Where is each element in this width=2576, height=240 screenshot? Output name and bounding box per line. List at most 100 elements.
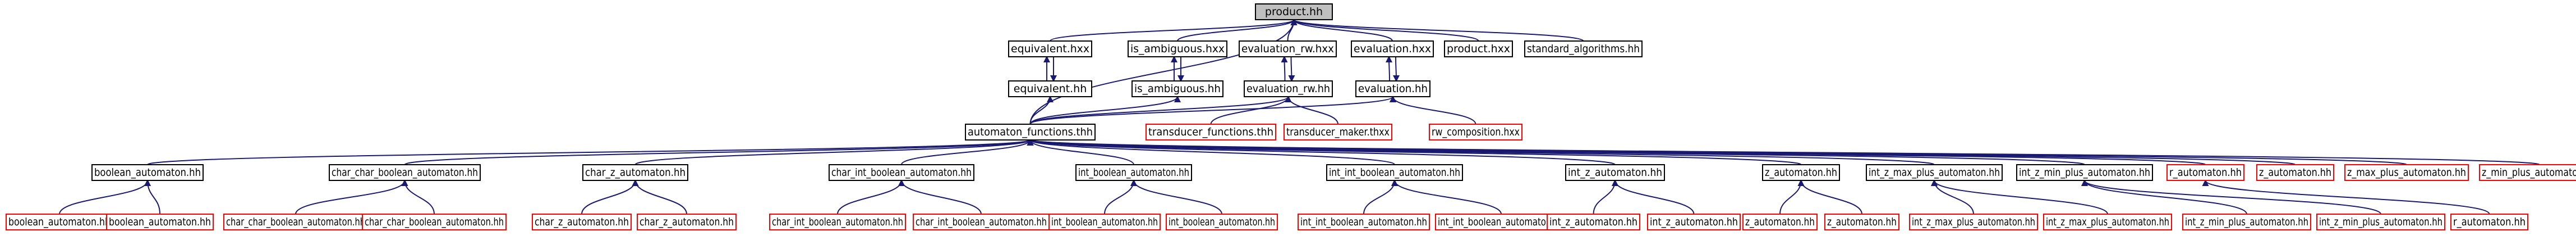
node-product-hxx[interactable]: product.hxx [1444, 40, 1513, 57]
node-product-hh[interactable]: product.hh [1255, 3, 1333, 20]
node-automaton-functions-thh[interactable]: automaton_functions.thh [965, 124, 1096, 141]
node-izmin2[interactable]: int_z_min_plus_automaton.hh [2316, 214, 2445, 230]
node-label: int_int_boolean_automaton.hh [1300, 216, 1427, 228]
node-label: char_int_boolean_automaton.hh [772, 216, 903, 228]
node-r-automaton-hh[interactable]: r_automaton.hh [2166, 164, 2244, 181]
node-box [1547, 214, 1640, 230]
node-label: char_char_boolean_automaton.hh [365, 216, 504, 228]
node-layer: product.hh equivalent.hxx is_ambiguous.hxx… [6, 3, 2576, 230]
edge-char_char_boolean_automaton_hh-to-automaton_functions_thh [404, 139, 1033, 165]
node-rw-composition-hxx[interactable]: rw_composition.hxx [1429, 124, 1522, 141]
node-b1[interactable]: boolean_automaton.hh [6, 214, 113, 230]
node-iz1[interactable]: int_z_automaton.hh [1547, 214, 1640, 230]
edge-b2-to-boolean_automaton_hh [144, 179, 160, 215]
node-int-z-min-plus-automaton-hh[interactable]: int_z_min_plus_automaton.hh [2016, 164, 2153, 181]
node-box [1008, 80, 1092, 97]
node-z-automaton-hh[interactable]: z_automaton.hh [1762, 164, 1840, 181]
edge-char_z_automaton_hh-to-automaton_functions_thh [634, 139, 1034, 165]
node-iib2[interactable]: int_int_boolean_automaton.hh [1435, 214, 1567, 230]
node-ib2[interactable]: int_boolean_automaton.hh [1166, 214, 1278, 230]
node-box [1647, 214, 1741, 230]
node-z2[interactable]: z_automaton.hh [1824, 214, 1899, 230]
edge-iz1-to-int_z_automaton_hh [1593, 179, 1618, 215]
node-cib1[interactable]: char_int_boolean_automaton.hh [769, 214, 906, 230]
node-cz1[interactable]: char_z_automaton.hh [532, 214, 632, 230]
node-label: transducer_functions.thh [1148, 126, 1273, 138]
node-izmin1[interactable]: int_z_min_plus_automaton.hh [2182, 214, 2311, 230]
node-label: char_z_automaton.hh [535, 216, 629, 228]
node-transducer-maker-thxx[interactable]: transducer_maker.thxx [1284, 124, 1392, 141]
node-box [1255, 3, 1333, 20]
node-box [1166, 214, 1278, 230]
node-boolean-automaton-hh[interactable]: boolean_automaton.hh [91, 164, 204, 181]
node-evaluation-rw-hxx[interactable]: evaluation_rw.hxx [1239, 40, 1337, 57]
node-cib2[interactable]: char_int_boolean_automaton.hh [913, 214, 1050, 230]
node-equivalent-hxx[interactable]: equivalent.hxx [1008, 40, 1092, 57]
edge-z1-to-z_automaton_hh [1779, 179, 1805, 215]
node-transducer-functions-thh[interactable]: transducer_functions.thh [1146, 124, 1276, 141]
node-equivalent-hh[interactable]: equivalent.hh [1008, 80, 1092, 97]
node-r1[interactable]: r_automaton.hh [2450, 214, 2528, 230]
node-box [965, 124, 1096, 141]
node-box [637, 214, 737, 230]
node-box [1284, 124, 1392, 141]
node-evaluation-rw-hh[interactable]: evaluation_rw.hh [1244, 80, 1333, 97]
node-box [1355, 80, 1430, 97]
node-box [1128, 40, 1227, 57]
node-z-automaton-hh-ext[interactable]: z_automaton.hh [2256, 164, 2334, 181]
node-label: z_min_plus_automaton.hh [2482, 166, 2576, 179]
node-evaluation-hh[interactable]: evaluation.hh [1355, 80, 1430, 97]
node-iz2[interactable]: int_z_automaton.hh [1647, 214, 1741, 230]
node-izmax1[interactable]: int_z_max_plus_automaton.hh [1909, 214, 2038, 230]
edge-boolean_automaton_hh-to-automaton_functions_thh [147, 139, 1033, 165]
edge-automaton_functions_thh-to-product_hh [1029, 19, 1298, 125]
edge-iib2-to-int_int_boolean_automaton_hh [1391, 179, 1502, 215]
edge-b1-to-boolean_automaton_hh [59, 179, 151, 215]
node-box [1429, 124, 1522, 141]
node-char-char-boolean-automaton-hh[interactable]: char_char_boolean_automaton.hh [329, 164, 481, 181]
node-label: int_z_automaton.hh [1650, 216, 1738, 228]
edge-cib1-to-char_int_boolean_automaton_hh [837, 179, 905, 215]
node-label: product.hh [1265, 6, 1323, 18]
node-is-ambiguous-hh[interactable]: is_ambiguous.hh [1131, 80, 1223, 97]
node-ccb1[interactable]: char_char_boolean_automaton.hh [223, 214, 368, 230]
node-z1[interactable]: z_automaton.hh [1742, 214, 1818, 230]
edge-equivalent_hxx-to-product_hh [1050, 19, 1298, 42]
node-char-int-boolean-automaton-hh[interactable]: char_int_boolean_automaton.hh [829, 164, 974, 181]
node-int-z-max-plus-automaton-hh[interactable]: int_z_max_plus_automaton.hh [1866, 164, 2003, 181]
node-label: equivalent.hxx [1011, 43, 1089, 55]
node-box [2043, 214, 2172, 230]
node-label: is_ambiguous.hxx [1130, 43, 1225, 55]
edge-cz2-to-char_z_automaton_hh [632, 179, 687, 215]
node-z-min-plus-automaton-hh[interactable]: z_min_plus_automaton.hh [2479, 164, 2576, 181]
node-ib1[interactable]: int_boolean_automaton.hh [1048, 214, 1161, 230]
node-box [1326, 164, 1463, 181]
node-box [2479, 164, 2576, 181]
node-izmax2[interactable]: int_z_max_plus_automaton.hh [2043, 214, 2172, 230]
node-is-ambiguous-hxx[interactable]: is_ambiguous.hxx [1128, 40, 1227, 57]
node-box [1131, 80, 1223, 97]
node-box [2256, 164, 2334, 181]
node-label: boolean_automaton.hh [8, 216, 111, 228]
node-z-max-plus-automaton-hh[interactable]: z_max_plus_automaton.hh [2344, 164, 2469, 181]
node-int-z-automaton-hh[interactable]: int_z_automaton.hh [1565, 164, 1665, 181]
node-b2[interactable]: boolean_automaton.hh [106, 214, 214, 230]
edge-char_int_boolean_automaton_hh-to-automaton_functions_thh [901, 139, 1034, 165]
node-char-z-automaton-hh[interactable]: char_z_automaton.hh [582, 164, 688, 181]
edge-z2-to-z_automaton_hh [1797, 179, 1862, 215]
node-label: char_z_automaton.hh [640, 216, 734, 228]
edge-cz1-to-char_z_automaton_hh [581, 179, 639, 215]
node-int-int-boolean-automaton-hh[interactable]: int_int_boolean_automaton.hh [1326, 164, 1463, 181]
node-box [1146, 124, 1276, 141]
edge-iz2-to-int_z_automaton_hh [1612, 179, 1695, 215]
node-int-boolean-automaton-hh[interactable]: int_boolean_automaton.hh [1075, 164, 1192, 181]
edge-evaluation_rw_hxx-to-evaluation_rw_hh [1288, 56, 1295, 82]
node-box [2450, 214, 2528, 230]
node-cz2[interactable]: char_z_automaton.hh [637, 214, 737, 230]
node-iib1[interactable]: int_int_boolean_automaton.hh [1298, 214, 1430, 230]
node-ccb2[interactable]: char_char_boolean_automaton.hh [362, 214, 507, 230]
node-evaluation-hxx[interactable]: evaluation.hxx [1351, 40, 1434, 57]
node-box [223, 214, 368, 230]
node-standard-algorithms-hh[interactable]: standard_algorithms.hh [1524, 40, 1643, 57]
